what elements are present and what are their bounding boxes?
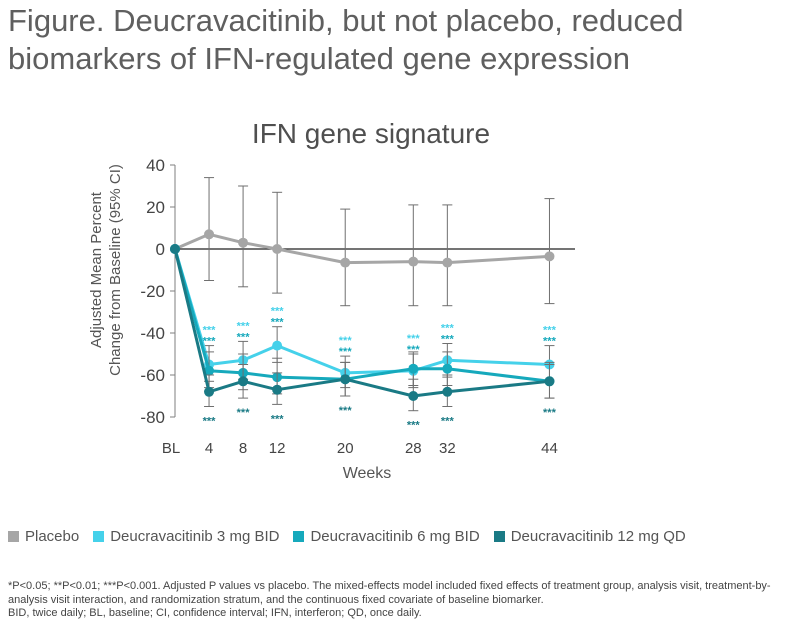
x-tick-label: 28 xyxy=(405,440,422,457)
footnote: *P<0.05; **P<0.01; ***P<0.001. Adjusted … xyxy=(8,580,798,621)
data-point xyxy=(408,256,419,267)
sig-marker-3mg: *** xyxy=(237,320,251,332)
data-point xyxy=(204,229,215,240)
x-axis-label: Weeks xyxy=(343,465,392,482)
footnote-line2: BID, twice daily; BL, baseline; CI, conf… xyxy=(8,607,422,619)
figure-title: Figure. Deucravacitinib, but not placebo… xyxy=(8,3,684,76)
data-point xyxy=(442,363,453,374)
data-point xyxy=(272,384,283,395)
sig-marker-6mg: *** xyxy=(441,334,455,346)
x-tick-label: 4 xyxy=(205,440,213,457)
sig-marker-6mg: *** xyxy=(271,317,285,329)
y-tick-label: -20 xyxy=(140,282,165,301)
x-tick-label: 8 xyxy=(239,440,247,457)
series-line xyxy=(173,248,550,398)
sig-marker-6mg: *** xyxy=(203,336,217,348)
legend: Placebo Deucravacitinib 3 mg BID Deucravac… xyxy=(8,528,798,545)
sig-marker-12mg: *** xyxy=(543,407,557,419)
sig-marker-12mg: *** xyxy=(203,416,217,428)
sig-marker-3mg: *** xyxy=(407,333,421,345)
legend-swatch xyxy=(8,531,19,542)
y-axis-label-line2: Change from Baseline (95% CI) xyxy=(107,164,124,376)
data-point xyxy=(544,251,555,262)
sig-marker-3mg: *** xyxy=(441,323,455,335)
x-tick-label: BL xyxy=(162,440,180,457)
chart-title: IFN gene signature xyxy=(252,118,490,149)
sig-marker-6mg: *** xyxy=(339,346,353,358)
y-tick-label: -80 xyxy=(140,408,165,427)
data-point xyxy=(408,391,419,401)
legend-item-2: Deucravacitinib 6 mg BID xyxy=(293,528,480,545)
sig-marker-6mg: *** xyxy=(543,336,557,348)
x-tick-label: 20 xyxy=(337,440,354,457)
data-point xyxy=(170,244,180,254)
series-2 xyxy=(170,244,555,399)
sig-marker-12mg: *** xyxy=(441,416,455,428)
data-point xyxy=(204,386,215,397)
y-axis-label: Adjusted Mean Percent Change from Baselin… xyxy=(88,164,124,376)
series-1 xyxy=(170,244,555,389)
legend-label: Deucravacitinib 3 mg BID xyxy=(110,528,280,545)
sig-marker-3mg: *** xyxy=(271,306,285,318)
plot-area: ****************************************… xyxy=(170,177,557,432)
data-point xyxy=(442,386,453,397)
legend-label: Deucravacitinib 12 mg QD xyxy=(510,528,686,545)
sig-marker-3mg: *** xyxy=(339,335,353,347)
x-tick-label: 32 xyxy=(439,440,456,457)
legend-item-0: Placebo xyxy=(8,528,79,545)
y-axis-label-line1: Adjusted Mean Percent xyxy=(88,191,105,348)
footnote-line1: *P<0.05; **P<0.01; ***P<0.001. Adjusted … xyxy=(8,580,771,606)
series-line xyxy=(174,232,550,265)
y-tick-label: -40 xyxy=(140,324,165,343)
chart-container: IFN gene signature Adjusted Mean Percent… xyxy=(0,105,800,490)
data-point xyxy=(238,376,249,387)
significance-markers: ****************************************… xyxy=(203,306,557,432)
series-line xyxy=(173,248,550,383)
legend-swatch xyxy=(493,531,505,542)
y-tick-label: 20 xyxy=(146,198,165,217)
y-tick-label: 40 xyxy=(146,156,165,175)
legend-item-3: Deucravacitinib 12 mg QD xyxy=(493,528,686,545)
sig-marker-12mg: *** xyxy=(407,420,421,432)
data-point xyxy=(238,237,249,248)
legend-label: Placebo xyxy=(25,528,80,545)
series-0 xyxy=(170,177,555,307)
data-point xyxy=(442,257,453,268)
data-point xyxy=(204,365,215,376)
legend-swatch xyxy=(293,531,305,542)
sig-marker-6mg: *** xyxy=(237,331,251,343)
data-point xyxy=(544,376,555,387)
data-point xyxy=(340,257,351,268)
data-point xyxy=(408,363,419,374)
axes: 40 20 0 -20 -40 -60 -80 BL 4 8 12 20 28 32 44 xyxy=(140,156,575,457)
y-tick-label: 0 xyxy=(156,240,165,259)
data-point xyxy=(272,340,283,351)
series-3 xyxy=(170,244,555,412)
sig-marker-12mg: *** xyxy=(339,405,353,417)
data-point xyxy=(340,374,351,385)
data-point xyxy=(272,244,283,254)
sig-marker-12mg: *** xyxy=(271,413,285,425)
ifn-line-chart: IFN gene signature Adjusted Mean Percent… xyxy=(88,118,575,482)
y-tick-label: -60 xyxy=(140,366,165,385)
sig-marker-12mg: *** xyxy=(237,407,251,419)
sig-marker-3mg: *** xyxy=(543,325,557,337)
sig-marker-3mg: *** xyxy=(203,325,217,337)
series-line xyxy=(173,248,550,375)
x-tick-label: 44 xyxy=(541,440,558,457)
legend-item-1: Deucravacitinib 3 mg BID xyxy=(93,528,279,545)
legend-swatch xyxy=(93,531,105,542)
legend-label: Deucravacitinib 6 mg BID xyxy=(310,528,480,545)
sig-marker-6mg: *** xyxy=(407,344,421,356)
x-tick-label: 12 xyxy=(269,440,286,457)
